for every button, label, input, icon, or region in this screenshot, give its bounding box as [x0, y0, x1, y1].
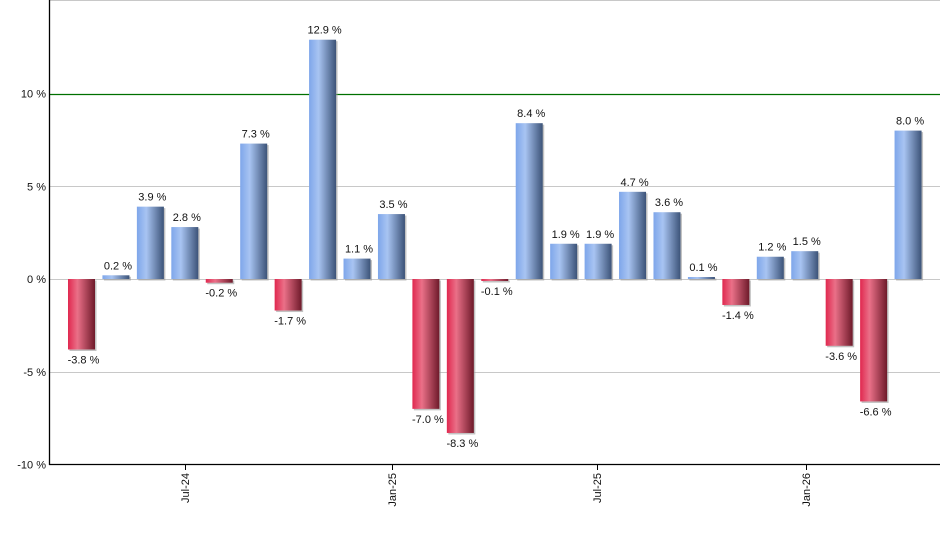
bar-value-label: 1.9 %: [586, 229, 614, 241]
bar: [240, 143, 268, 279]
bar: [102, 275, 130, 279]
bar-value-label: -1.7 %: [274, 316, 306, 328]
bar: [653, 212, 681, 279]
y-tick-label: 10 %: [21, 89, 46, 101]
bar: [171, 227, 199, 279]
bar: [756, 256, 784, 279]
bar-value-label: 1.9 %: [552, 229, 580, 241]
bar-value-label: -7.0 %: [412, 414, 444, 426]
y-tick-label: 0 %: [27, 274, 46, 286]
bar-value-label: -6.6 %: [860, 406, 892, 418]
x-tick-label: Jul-24: [180, 473, 192, 503]
bar-value-label: 0.1 %: [689, 262, 717, 274]
x-axis-labels: Jul-24 Jan-25 Jul-25 Jan-26: [180, 464, 813, 507]
bar-value-label: 3.9 %: [138, 192, 166, 204]
bar-value-label: 1.5 %: [793, 236, 821, 248]
bar: [791, 251, 819, 279]
bar: [860, 279, 888, 402]
y-tick-label: -5 %: [23, 367, 46, 379]
bar-value-label: 7.3 %: [242, 129, 270, 141]
bar: [894, 130, 922, 279]
y-axis-labels: 10 % 5 % 0 % -5 % -10 %: [17, 89, 46, 472]
bar-value-label: -8.3 %: [446, 438, 478, 450]
bar: [825, 279, 853, 346]
bar-shadow: [689, 278, 717, 281]
bars: [68, 39, 924, 435]
bar-value-label: -3.8 %: [68, 354, 100, 366]
bar-value-label: -3.6 %: [825, 351, 857, 363]
bar-value-label: 8.4 %: [517, 108, 545, 120]
bar: [309, 39, 337, 279]
bar-value-label: 1.1 %: [345, 244, 373, 256]
bar-value-label: 1.2 %: [758, 242, 786, 254]
bar-value-label: 3.5 %: [379, 199, 407, 211]
bar: [481, 279, 509, 281]
bar: [274, 279, 302, 311]
bar: [722, 279, 750, 305]
bar-value-label: 4.7 %: [620, 177, 648, 189]
x-tick-label: Jul-25: [592, 473, 604, 503]
bar: [584, 243, 612, 279]
bar: [205, 279, 233, 283]
bar-value-label: 12.9 %: [307, 25, 341, 37]
bar: [515, 123, 543, 280]
bar: [136, 206, 164, 279]
bar-value-label: 3.6 %: [655, 197, 683, 209]
bar: [687, 277, 715, 279]
bar: [619, 191, 647, 279]
bar-value-label: -0.1 %: [481, 286, 513, 298]
bar-value-label: 2.8 %: [173, 212, 201, 224]
bar-value-label: 0.2 %: [104, 260, 132, 272]
gridlines: [49, 0, 940, 373]
x-tick-label: Jan-26: [801, 473, 813, 507]
y-tick-label: -10 %: [17, 460, 46, 472]
x-tick-label: Jan-25: [387, 473, 399, 507]
value-labels: -3.8 % 0.2 % 3.9 % 2.8 % -0.2 % 7.3 % -1.7 % 12…: [68, 25, 925, 450]
bar: [68, 279, 95, 350]
bar-value-label: 8.0 %: [896, 116, 924, 128]
bar: [446, 279, 474, 433]
y-tick-label: 5 %: [27, 181, 46, 193]
bar-shadow: [482, 280, 510, 283]
bar: [412, 279, 440, 409]
bar: [377, 214, 405, 279]
bar: [343, 258, 371, 279]
bar-value-label: -0.2 %: [205, 288, 237, 300]
axes: [48, 0, 940, 466]
bar: [550, 243, 578, 279]
bar-value-label: -1.4 %: [722, 310, 754, 322]
